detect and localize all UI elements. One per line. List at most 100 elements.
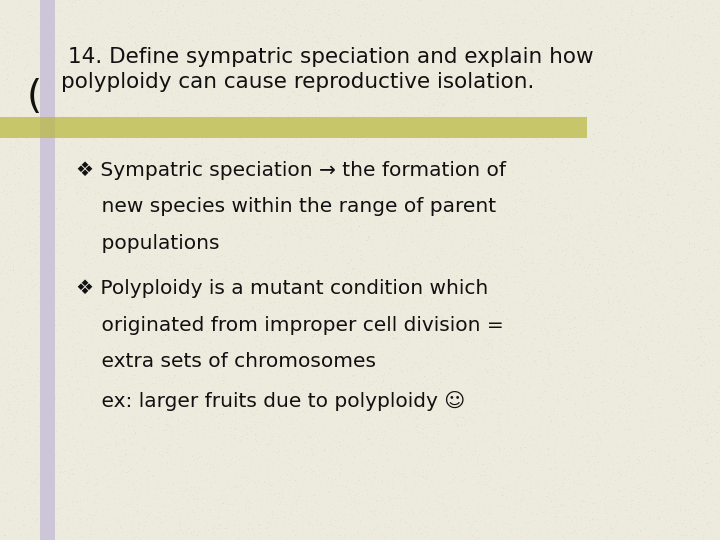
Point xyxy=(0,208,8,217)
Point xyxy=(350,489,361,497)
Point xyxy=(439,18,451,27)
Point xyxy=(153,314,165,322)
Point xyxy=(384,124,395,133)
Point xyxy=(272,454,284,462)
Point xyxy=(384,366,395,374)
Point xyxy=(158,250,170,259)
Point xyxy=(60,103,71,112)
Point xyxy=(35,9,46,17)
Point xyxy=(647,83,659,91)
Point xyxy=(680,122,691,130)
Point xyxy=(482,237,494,246)
Point xyxy=(491,165,503,173)
Point xyxy=(235,396,247,405)
Point xyxy=(401,411,413,420)
Point xyxy=(46,265,58,274)
Point xyxy=(686,526,698,535)
Point xyxy=(55,287,67,296)
Point xyxy=(228,196,240,205)
Point xyxy=(356,510,368,518)
Point xyxy=(68,493,80,502)
Point xyxy=(577,437,589,446)
Point xyxy=(145,75,157,84)
Point xyxy=(395,453,407,462)
Point xyxy=(459,415,471,424)
Point xyxy=(711,280,720,289)
Point xyxy=(254,393,266,402)
Point xyxy=(123,6,135,15)
Point xyxy=(464,360,475,368)
Point xyxy=(658,491,670,500)
Point xyxy=(50,342,62,351)
Point xyxy=(141,398,153,407)
Point xyxy=(87,284,99,292)
Point xyxy=(593,211,605,219)
Point xyxy=(332,5,343,14)
Point xyxy=(336,511,348,520)
Point xyxy=(153,55,165,63)
Point xyxy=(697,0,708,8)
Point xyxy=(186,113,198,122)
Point xyxy=(706,133,717,142)
Point xyxy=(538,212,549,220)
Point xyxy=(129,37,140,45)
Point xyxy=(346,114,358,123)
Point xyxy=(325,311,336,320)
Point xyxy=(478,436,490,445)
Point xyxy=(136,0,148,4)
Point xyxy=(284,56,295,65)
Point xyxy=(703,523,715,531)
Point xyxy=(276,204,288,212)
Point xyxy=(104,190,115,198)
Point xyxy=(162,169,174,178)
Point xyxy=(703,324,715,333)
Point xyxy=(577,495,589,504)
Point xyxy=(90,80,102,89)
Point xyxy=(462,112,473,121)
Point xyxy=(162,393,174,401)
Point xyxy=(3,372,14,380)
Point xyxy=(137,442,148,451)
Point xyxy=(47,299,58,307)
Point xyxy=(450,297,462,306)
Point xyxy=(412,10,423,19)
Point xyxy=(244,427,256,436)
Point xyxy=(204,361,216,369)
Point xyxy=(653,512,665,521)
Point xyxy=(241,423,253,432)
Point xyxy=(135,302,146,311)
Point xyxy=(415,187,426,196)
Point xyxy=(291,217,302,225)
Point xyxy=(176,256,188,265)
Point xyxy=(483,170,495,178)
Point xyxy=(564,323,576,332)
Point xyxy=(586,149,598,158)
Point xyxy=(100,185,112,193)
Point xyxy=(114,341,125,349)
Point xyxy=(303,395,315,404)
Point xyxy=(693,271,705,279)
Point xyxy=(17,516,29,524)
Point xyxy=(224,305,235,313)
Point xyxy=(204,244,215,252)
Point xyxy=(40,163,51,172)
Point xyxy=(114,120,125,129)
Point xyxy=(414,364,426,373)
Point xyxy=(163,232,175,240)
Point xyxy=(485,81,497,90)
Point xyxy=(428,58,440,67)
Point xyxy=(352,254,364,262)
Point xyxy=(168,65,179,73)
Point xyxy=(518,211,529,219)
Point xyxy=(462,458,473,467)
Point xyxy=(586,81,598,90)
Point xyxy=(68,524,80,532)
Point xyxy=(482,316,493,325)
Point xyxy=(276,338,288,346)
Point xyxy=(480,211,492,220)
Point xyxy=(213,423,225,432)
Point xyxy=(264,359,275,368)
Point xyxy=(705,300,716,309)
Point xyxy=(445,449,456,457)
Point xyxy=(505,193,517,202)
